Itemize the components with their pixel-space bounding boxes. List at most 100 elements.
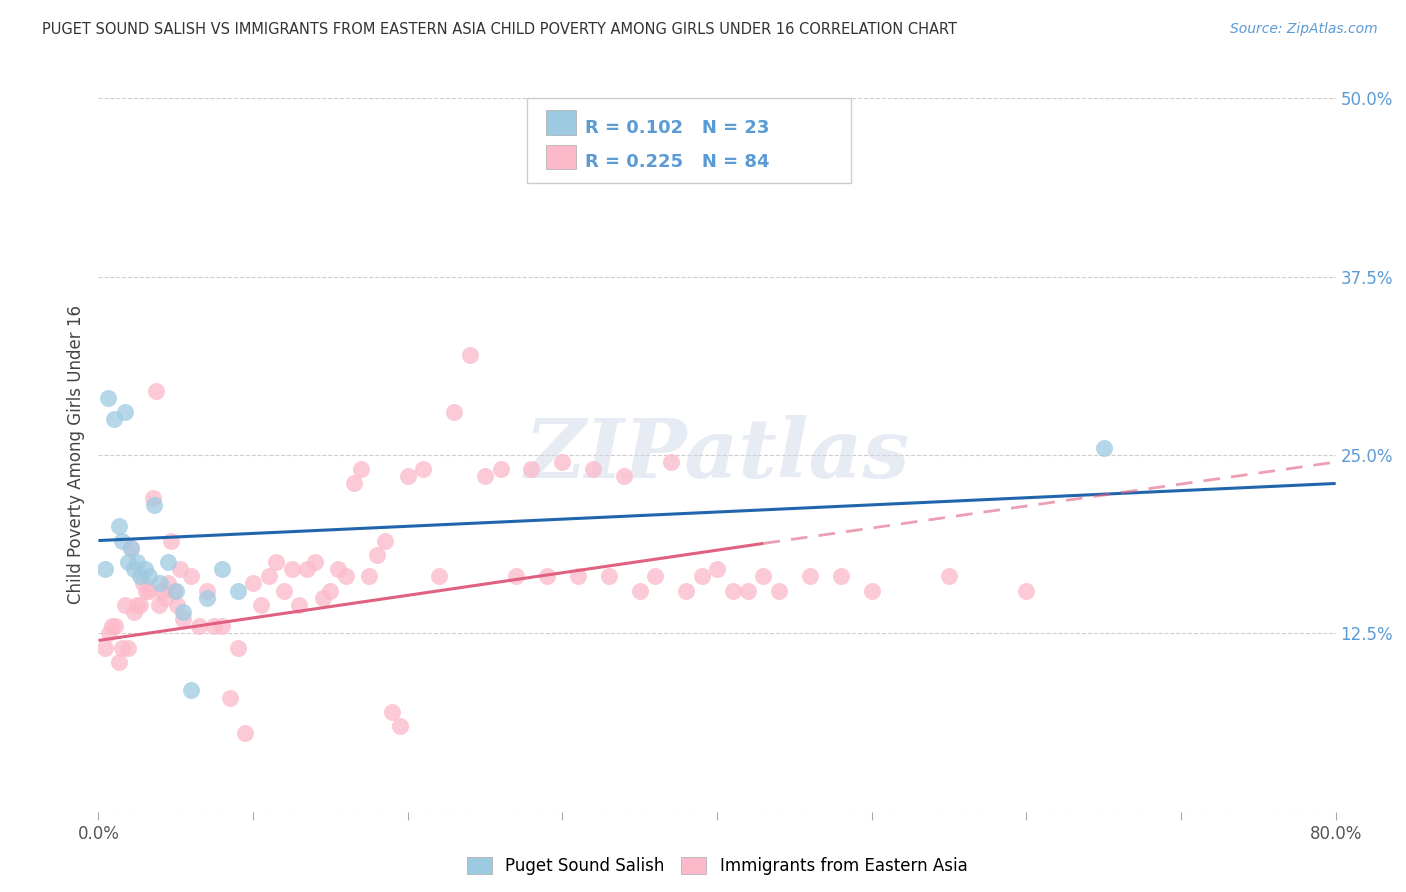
Point [142,491,165,505]
Point [149,576,172,591]
Point [381,705,404,719]
Point [830,569,852,583]
Point [114,405,136,419]
Point [343,476,366,491]
Point [127,555,149,569]
Legend: Puget Sound Salish, Immigrants from Eastern Asia: Puget Sound Salish, Immigrants from East… [460,850,974,882]
Point [180,569,202,583]
Point [101,619,124,633]
Point [145,384,167,398]
Point [690,569,713,583]
Point [1015,583,1038,598]
Point [644,569,666,583]
Point [257,569,280,583]
Point [93,562,115,576]
Point [103,412,125,426]
Point [412,462,434,476]
Point [226,640,249,655]
Point [114,598,136,612]
Point [582,462,605,476]
Point [312,591,335,605]
Point [219,690,242,705]
Point [111,640,134,655]
Point [273,583,295,598]
Point [443,405,465,419]
Point [148,598,170,612]
Point [111,533,134,548]
Point [752,569,775,583]
Point [706,562,728,576]
Point [204,619,226,633]
Point [117,640,139,655]
Point [143,498,166,512]
Point [104,619,127,633]
Text: R = 0.102   N = 23: R = 0.102 N = 23 [585,119,769,136]
Point [150,583,173,598]
Point [166,598,188,612]
Point [366,548,388,562]
Point [659,455,682,469]
Point [157,555,180,569]
Point [388,719,412,733]
Point [675,583,697,598]
Point [138,569,160,583]
Point [169,562,191,576]
Point [319,583,342,598]
Point [474,469,496,483]
Point [173,612,195,626]
Point [211,619,233,633]
Point [129,569,152,583]
Text: Source: ZipAtlas.com: Source: ZipAtlas.com [1230,22,1378,37]
Point [1092,441,1115,455]
Point [160,533,183,548]
Point [138,583,160,598]
Point [165,583,187,598]
Point [326,562,350,576]
Point [195,583,218,598]
Point [598,569,620,583]
Point [613,469,636,483]
Point [107,519,129,533]
Point [281,562,304,576]
Point [304,555,326,569]
Point [132,576,155,591]
Point [266,555,288,569]
Point [567,569,589,583]
Point [427,569,450,583]
Y-axis label: Child Poverty Among Girls Under 16: Child Poverty Among Girls Under 16 [66,305,84,605]
Point [458,348,481,362]
Point [117,555,139,569]
Point [226,583,249,598]
Point [768,583,790,598]
Point [737,583,759,598]
Point [129,598,152,612]
Point [520,462,543,476]
Point [134,562,156,576]
Point [135,583,157,598]
Point [536,569,558,583]
Point [122,562,145,576]
Text: ZIPatlas: ZIPatlas [524,415,910,495]
Point [297,562,319,576]
Point [98,626,121,640]
Point [721,583,744,598]
Point [505,569,527,583]
Point [396,469,419,483]
Point [250,598,273,612]
Point [288,598,311,612]
Point [357,569,380,583]
Point [163,583,186,598]
Point [120,541,142,555]
Text: PUGET SOUND SALISH VS IMMIGRANTS FROM EASTERN ASIA CHILD POVERTY AMONG GIRLS UND: PUGET SOUND SALISH VS IMMIGRANTS FROM EA… [42,22,957,37]
Point [97,391,120,405]
Point [374,533,396,548]
Point [195,591,218,605]
Text: R = 0.225   N = 84: R = 0.225 N = 84 [585,153,769,171]
Point [173,605,195,619]
Point [350,462,373,476]
Point [551,455,574,469]
Point [938,569,960,583]
Point [153,591,176,605]
Point [93,640,115,655]
Point [235,726,257,740]
